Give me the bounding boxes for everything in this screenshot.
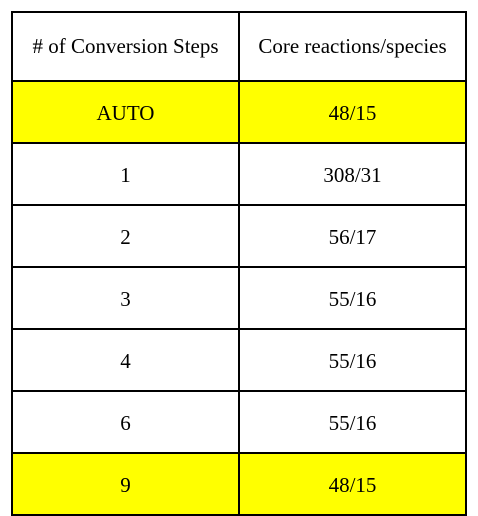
steps-cell: 6 [11,390,240,454]
table-row: 6 55/16 [11,390,467,454]
core-cell: 55/16 [238,266,467,330]
steps-cell: 1 [11,142,240,206]
table-row: 3 55/16 [11,266,467,330]
header-row: # of Conversion Steps Core reactions/spe… [11,11,467,82]
steps-cell: AUTO [11,80,240,144]
table-row: 4 55/16 [11,328,467,392]
header-core-reactions-species: Core reactions/species [238,11,467,82]
core-cell: 48/15 [238,452,467,516]
core-cell: 55/16 [238,390,467,454]
core-cell: 48/15 [238,80,467,144]
header-conversion-steps: # of Conversion Steps [11,11,240,82]
steps-cell: 9 [11,452,240,516]
steps-cell: 4 [11,328,240,392]
steps-cell: 2 [11,204,240,268]
table-body: # of Conversion Steps Core reactions/spe… [11,11,467,516]
steps-cell: 3 [11,266,240,330]
conversion-steps-table: # of Conversion Steps Core reactions/spe… [11,11,467,516]
table-row: 2 56/17 [11,204,467,268]
table-row: 1 308/31 [11,142,467,206]
core-cell: 55/16 [238,328,467,392]
core-cell: 56/17 [238,204,467,268]
table-row: AUTO 48/15 [11,80,467,144]
table-row: 9 48/15 [11,452,467,516]
core-cell: 308/31 [238,142,467,206]
